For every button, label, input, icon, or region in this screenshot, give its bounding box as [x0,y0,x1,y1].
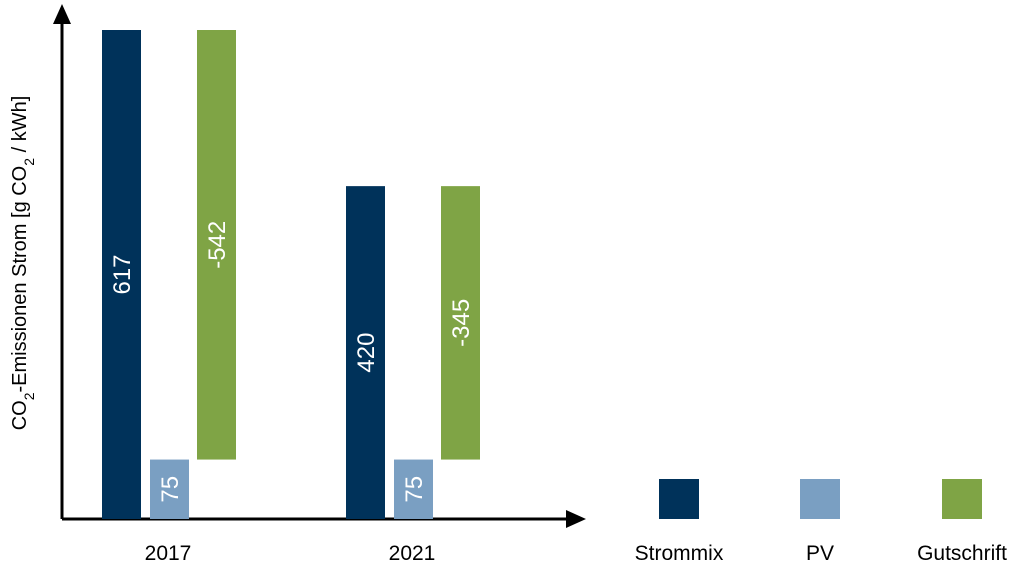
x-tick-label-2021: 2021 [389,542,436,565]
bar-2017-strommix [102,30,141,519]
bar-label-2021-gutschrift: -345 [448,299,475,347]
bar-label-2021-strommix: 420 [353,333,380,373]
bar-2021-pv [394,459,433,519]
legend-swatch-pv [800,479,840,519]
bar-2021-strommix [346,186,385,519]
legend-label-strommix: Strommix [635,542,724,565]
bar-label-2017-strommix: 617 [109,254,136,294]
bar-2017-gutschrift [197,30,236,460]
legend: Strommix PV Gutschrift [635,479,1007,565]
y-axis-title-pre: CO [9,400,31,430]
legend-swatch-gutschrift [942,479,982,519]
legend-label-pv: PV [806,542,834,565]
x-tick-label-2017: 2017 [145,542,192,565]
y-axis-arrow [53,4,71,24]
y-axis-title-mid: -Emissionen Strom [g CO [9,166,31,393]
y-axis-title-sub1: 2 [21,392,37,400]
y-axis-title-post: / kWh] [9,96,31,158]
bar-2017-pv [150,459,189,519]
legend-label-gutschrift: Gutschrift [917,542,1007,565]
bar-label-2021-pv: 75 [401,476,428,503]
bars-layer: 617 75 -542 420 75 -345 [102,30,480,519]
legend-swatch-strommix [659,479,699,519]
bar-label-2017-gutschrift: -542 [204,221,231,269]
bar-label-2017-pv: 75 [157,476,184,503]
x-axis-arrow [566,510,586,528]
x-tick-labels: 2017 2021 [145,542,436,565]
y-axis-title: CO2-Emissionen Strom [g CO2 / kWh] [9,96,37,431]
y-axis-title-sub2: 2 [21,158,37,166]
bar-2021-gutschrift [441,186,480,460]
